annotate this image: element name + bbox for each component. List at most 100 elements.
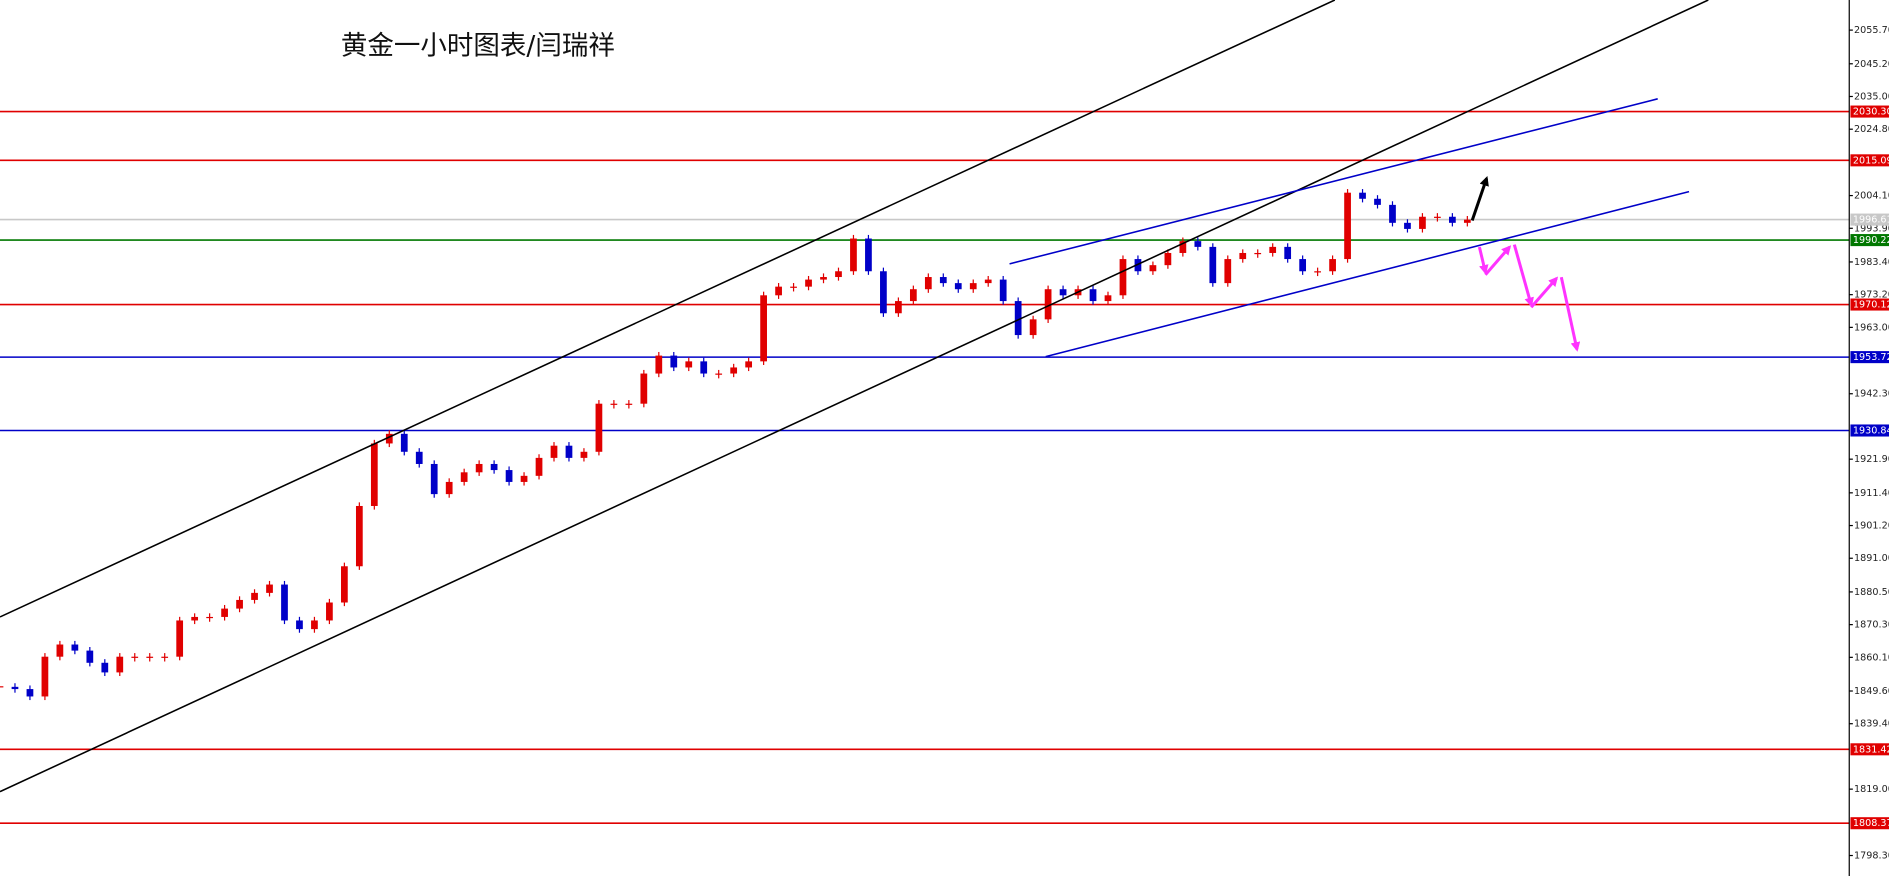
- price-axis: 2055.70 2045.20 2035.00 2024.80 2004.10 1993.…: [1849, 25, 1889, 862]
- level-label-box: [1850, 234, 1889, 247]
- candle: [1194, 241, 1202, 247]
- level-label-box: [1850, 817, 1889, 830]
- candle: [775, 286, 782, 296]
- candle: [924, 277, 932, 290]
- arrow-up: [1530, 276, 1559, 309]
- candle: [760, 295, 767, 362]
- candle: [1104, 295, 1112, 302]
- candle: [1374, 198, 1381, 205]
- level-label: 1970.12: [1853, 300, 1889, 311]
- candle: [370, 443, 378, 506]
- candle: [1284, 246, 1292, 260]
- candle: [355, 505, 363, 567]
- arrow-down: [1512, 244, 1534, 308]
- candle: [715, 373, 723, 375]
- candle: [41, 656, 49, 697]
- candle: [101, 662, 109, 673]
- candle: [640, 373, 648, 404]
- candle: [1089, 289, 1097, 302]
- candle: [1269, 246, 1277, 253]
- candle: [550, 445, 558, 458]
- channel-line: [0, 0, 1709, 793]
- candle: [460, 472, 468, 482]
- candle: [1299, 259, 1307, 272]
- y-tick-label: 1911.40: [1854, 488, 1889, 499]
- candle: [251, 592, 258, 600]
- y-tick-label: 1942.30: [1854, 389, 1889, 400]
- candle: [895, 301, 902, 314]
- candle: [1044, 289, 1052, 320]
- trend-line: [1009, 98, 1658, 265]
- levels: [0, 110, 1850, 825]
- y-tick-label: 1993.90: [1854, 223, 1889, 234]
- y-tick-label: 1963.00: [1854, 322, 1889, 333]
- candle: [865, 238, 872, 272]
- candle: [610, 403, 618, 405]
- candle: [296, 620, 303, 630]
- candle: [1209, 246, 1217, 284]
- candle: [266, 584, 273, 593]
- candle: [116, 656, 124, 673]
- candle: [999, 279, 1007, 302]
- trend-lines: [0, 0, 1709, 793]
- candle: [1179, 241, 1187, 253]
- candle: [1389, 204, 1396, 223]
- candle: [475, 463, 483, 473]
- y-tick-label: 1860.10: [1854, 652, 1889, 663]
- level-label: 2030.30: [1853, 107, 1889, 118]
- candle: [11, 686, 19, 690]
- candle: [1419, 216, 1426, 229]
- level-label-box: [1850, 351, 1889, 364]
- y-tick-label: 1870.30: [1854, 620, 1889, 631]
- candle: [505, 470, 513, 482]
- candle: [595, 403, 603, 452]
- candle: [490, 463, 498, 471]
- candle: [1224, 259, 1232, 284]
- y-tick-label: 2024.80: [1854, 124, 1889, 135]
- candle: [954, 283, 962, 290]
- y-tick-label: 1973.20: [1854, 290, 1889, 301]
- candle: [1359, 192, 1366, 199]
- candle: [1149, 265, 1157, 272]
- candle: [520, 475, 528, 482]
- arrow-up: [1470, 176, 1489, 221]
- candle: [1404, 222, 1411, 229]
- y-tick-label: 1901.20: [1854, 521, 1889, 532]
- level-label-box: [1850, 298, 1889, 311]
- y-tick-label: 2055.70: [1854, 25, 1889, 36]
- candle: [969, 283, 977, 290]
- y-tick-label: 1798.30: [1854, 851, 1889, 862]
- candle: [161, 656, 169, 658]
- y-tick-label: 1891.00: [1854, 553, 1889, 564]
- candle: [26, 689, 34, 697]
- level-label-box: [1850, 213, 1889, 226]
- candle: [1449, 216, 1456, 223]
- candle: [565, 445, 573, 458]
- candle: [1463, 219, 1471, 223]
- level-label: 1990.22: [1853, 235, 1889, 246]
- level-label: 1930.84: [1853, 425, 1889, 436]
- chart-title: 黄金一小时图表/闫瑞祥: [341, 30, 615, 61]
- candle: [939, 277, 947, 284]
- candle: [385, 433, 393, 444]
- candle: [400, 433, 408, 452]
- candle: [415, 451, 423, 464]
- level-label-box: [1850, 105, 1889, 118]
- candle: [1314, 271, 1321, 273]
- y-tick-label: 2035.00: [1854, 91, 1889, 102]
- candle: [1029, 319, 1037, 336]
- candle: [311, 620, 318, 630]
- candle: [805, 279, 812, 287]
- candle: [206, 616, 213, 619]
- candle: [1014, 301, 1022, 336]
- candle: [1254, 252, 1262, 255]
- candle: [984, 279, 992, 284]
- y-tick-label: 1819.00: [1854, 784, 1889, 795]
- candle: [909, 289, 917, 302]
- level-label: 1831.42: [1853, 744, 1889, 755]
- candle: [71, 644, 79, 651]
- y-tick-label: 1839.40: [1854, 719, 1889, 730]
- candle: [730, 367, 738, 374]
- candle: [655, 355, 663, 374]
